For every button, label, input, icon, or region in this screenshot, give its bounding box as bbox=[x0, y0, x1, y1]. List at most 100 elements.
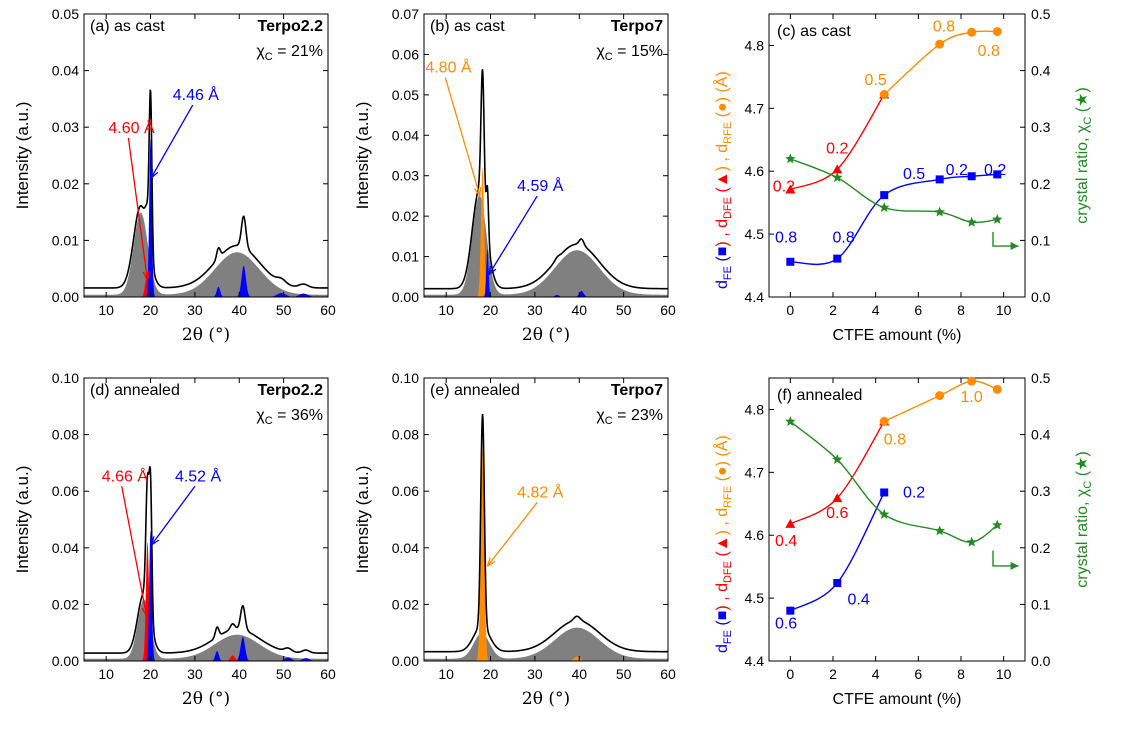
y-tick-label: 4.7 bbox=[745, 100, 765, 116]
square-marker bbox=[935, 175, 944, 184]
star-marker bbox=[966, 216, 977, 227]
star-marker bbox=[934, 525, 945, 536]
crystal-peak-4 bbox=[263, 293, 300, 297]
y-label-part: ● bbox=[714, 466, 731, 476]
y-tick-label: 0.00 bbox=[392, 653, 419, 669]
crystal-peak-5 bbox=[273, 657, 303, 661]
y-axis-label: Intensity (a.u.) bbox=[353, 102, 372, 210]
x-tick-label: 20 bbox=[143, 666, 159, 682]
y-tick-label: 0.01 bbox=[392, 249, 419, 265]
crystal-peak-1 bbox=[564, 656, 590, 661]
y2-tick-label: 0.3 bbox=[1031, 483, 1051, 499]
x-tick-label: 60 bbox=[320, 666, 336, 682]
plot-frame bbox=[423, 377, 669, 662]
y-label-part: ) , d bbox=[714, 144, 731, 172]
plot-area bbox=[424, 69, 668, 297]
x-axis-label: 2θ (°) bbox=[182, 689, 230, 709]
y-tick-label: 0.07 bbox=[392, 6, 419, 22]
plot-frame bbox=[83, 13, 329, 298]
y-tick-label: 0.08 bbox=[52, 427, 79, 443]
data-label: 0.8 bbox=[978, 43, 1000, 60]
arrow-head bbox=[1010, 242, 1019, 251]
y-label-part: ( bbox=[714, 111, 731, 121]
chi-value: = 15% bbox=[613, 43, 663, 60]
chi-subscript: C bbox=[605, 51, 613, 63]
total-intensity-line bbox=[424, 69, 668, 290]
x-tick-label: 10 bbox=[98, 666, 114, 682]
amorphous-halo-area bbox=[424, 627, 668, 661]
y-tick-label: 0.00 bbox=[52, 289, 79, 305]
y-label-part: ▲ bbox=[714, 171, 731, 187]
y-tick-label: 0.04 bbox=[392, 127, 419, 143]
crystal-peak-5 bbox=[285, 293, 322, 297]
y-label-part: ( bbox=[714, 187, 731, 197]
plot-area bbox=[424, 414, 668, 661]
annotation-arrow bbox=[150, 485, 196, 546]
x-tick-label: 8 bbox=[957, 302, 965, 318]
chi-symbol: χ bbox=[596, 407, 605, 424]
y-label-part: ● bbox=[714, 102, 731, 112]
y2-label-sub: C bbox=[1082, 117, 1094, 125]
peak-annotation: 4.66 Å bbox=[102, 466, 149, 485]
crystal-peak-0 bbox=[475, 448, 490, 661]
panel-c: 0 2 4 6 8 10 4.4 4.5 4.6 4.7 4.8 0.0 0.1 0.2 0.3 0.4 0.5… bbox=[712, 6, 1094, 344]
data-label: 0.2 bbox=[826, 141, 848, 158]
data-label: 0.5 bbox=[903, 166, 925, 183]
crystal-peak-0 bbox=[141, 542, 154, 661]
y-label-part: ( bbox=[714, 475, 731, 485]
x-tick-label: 0 bbox=[786, 666, 794, 682]
triangle-marker bbox=[832, 493, 843, 503]
data-label: 1.0 bbox=[961, 389, 983, 406]
y2-label-paren-close: ) bbox=[1074, 451, 1091, 456]
panel-tag: (a) as cast bbox=[90, 18, 165, 35]
x-tick-label: 10 bbox=[98, 302, 114, 318]
sample-name: Terpo7 bbox=[611, 382, 663, 399]
annotation-arrow bbox=[150, 104, 194, 179]
y-axis-label: Intensity (a.u.) bbox=[353, 466, 372, 574]
y2-label-paren: ( bbox=[1074, 106, 1091, 116]
y2-tick-label: 0.0 bbox=[1031, 653, 1051, 669]
panel-tag: (e) annealed bbox=[430, 382, 520, 399]
y-label-part: ) , d bbox=[714, 219, 731, 247]
data-label: 0.2 bbox=[903, 484, 925, 501]
chi-symbol: χ bbox=[256, 407, 265, 424]
y-tick-label: 0.04 bbox=[392, 540, 419, 556]
crystal-peak-3 bbox=[233, 636, 252, 661]
y-tick-label: 4.7 bbox=[745, 464, 765, 480]
annotation-arrow bbox=[486, 502, 538, 567]
y-tick-label: 4.8 bbox=[745, 37, 765, 53]
chi-value: = 23% bbox=[613, 407, 663, 424]
crystal-peak-0 bbox=[476, 167, 489, 297]
y-tick-label: 0.02 bbox=[52, 176, 79, 192]
arrow-head bbox=[486, 557, 496, 567]
circle-marker bbox=[935, 39, 945, 49]
y-tick-label: 4.5 bbox=[745, 590, 765, 606]
y-label-part: FE bbox=[722, 630, 734, 644]
annotation-arrow bbox=[127, 137, 149, 281]
x-tick-label: 20 bbox=[483, 302, 499, 318]
plot-area bbox=[84, 466, 328, 661]
y-tick-label: 0.10 bbox=[392, 370, 419, 386]
star-marker bbox=[992, 213, 1003, 224]
x-tick-label: 50 bbox=[276, 666, 292, 682]
axis-indicator-arrow bbox=[992, 550, 1019, 567]
data-label: 0.8 bbox=[933, 19, 955, 36]
x-tick-label: 50 bbox=[616, 302, 632, 318]
star-marker bbox=[785, 416, 796, 427]
peak-annotation: 4.46 Å bbox=[173, 85, 220, 104]
arrow-head bbox=[150, 536, 160, 546]
crystal-peak-2 bbox=[548, 294, 566, 297]
amorphous-halo-area bbox=[84, 599, 328, 661]
y-label-part: ■ bbox=[714, 247, 731, 257]
y-tick-label: 4.6 bbox=[745, 163, 765, 179]
y-label-part: FE bbox=[722, 266, 734, 280]
y2-label-paren: ( bbox=[1074, 470, 1091, 480]
star-icon: ★ bbox=[1074, 457, 1091, 471]
total-intensity-line bbox=[84, 466, 328, 654]
y-label-part: d bbox=[714, 644, 731, 653]
series-line-fe bbox=[790, 173, 998, 266]
y2-tick-label: 0.0 bbox=[1031, 289, 1051, 305]
crystal-peak-3 bbox=[572, 290, 591, 297]
panel-tag: (f) annealed bbox=[777, 387, 862, 404]
peak-annotation: 4.60 Å bbox=[108, 118, 155, 137]
